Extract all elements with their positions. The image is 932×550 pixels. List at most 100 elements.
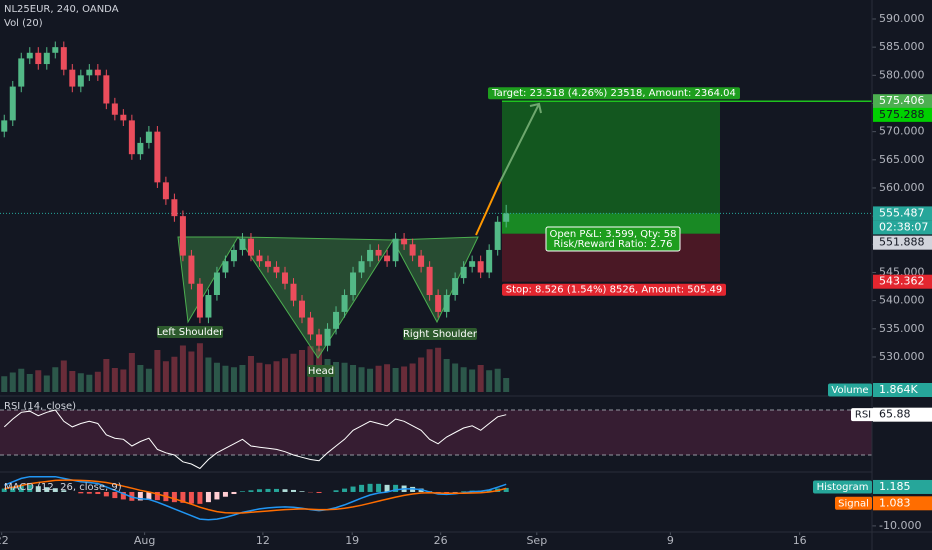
entry-price: 551.888 <box>879 236 925 249</box>
volume-bar <box>162 361 169 392</box>
histogram-bar <box>486 489 492 492</box>
histogram-bar <box>61 490 67 492</box>
volume-bar <box>222 365 229 392</box>
candle-body <box>239 238 246 250</box>
histogram-bar <box>239 491 245 492</box>
volume-bar <box>120 369 127 392</box>
candle-body <box>43 52 50 65</box>
volume-bar <box>435 347 442 392</box>
volume-bar <box>333 362 340 392</box>
candle-body <box>443 295 450 312</box>
histogram-bar <box>503 487 509 492</box>
candle-body <box>426 266 433 296</box>
volume-bar <box>418 357 425 392</box>
volume-bar <box>426 349 433 392</box>
volume-bar <box>401 366 408 392</box>
volume-bar <box>86 374 93 392</box>
histogram-bar <box>444 491 450 493</box>
x-tick-label: 9 <box>667 534 674 547</box>
candle-body <box>316 334 323 346</box>
price-line-label-box <box>873 107 932 122</box>
volume-bar <box>290 353 297 392</box>
y-tick-label: 585.000 <box>879 40 925 53</box>
pattern-label-box <box>403 328 477 340</box>
rsi-value-box <box>873 407 932 422</box>
volume-bar <box>69 371 76 392</box>
y-tick-label: -10.000 <box>879 519 921 532</box>
candle-body <box>375 249 382 256</box>
volume-bar <box>350 365 357 392</box>
volume-value: 1.864K <box>879 383 918 396</box>
volume-bar <box>460 367 467 392</box>
pattern-label-box <box>157 326 223 338</box>
candle-body <box>222 261 229 273</box>
mid-layer <box>1 41 510 521</box>
volume-bar <box>52 367 59 392</box>
volume-bar <box>35 370 42 392</box>
volume-bar <box>443 359 450 392</box>
candle-body <box>418 255 425 267</box>
candle-body <box>52 47 59 53</box>
candle-body <box>128 120 135 155</box>
candle-body <box>9 86 16 121</box>
histogram-bar <box>78 491 84 494</box>
volume-bar <box>392 368 399 392</box>
candle-body <box>486 249 493 273</box>
rsi-value: 65.88 <box>879 408 911 421</box>
target-arrow <box>499 103 540 183</box>
volume-bar <box>1 376 8 392</box>
volume-bar <box>281 358 288 392</box>
signal-line <box>4 479 507 514</box>
candle-body <box>86 69 93 76</box>
histogram-bar <box>299 491 305 492</box>
volume-bar <box>273 361 280 392</box>
x-tick-label: 19 <box>345 534 359 547</box>
x-tick-label: Sep <box>526 534 547 547</box>
histogram-bar <box>214 491 220 500</box>
countdown-box <box>873 220 932 235</box>
histogram-bar <box>273 488 279 492</box>
signal-name-box <box>835 496 872 510</box>
stop-label-box <box>502 283 726 296</box>
candle-body <box>469 261 476 267</box>
pattern-label: Right Shoulder <box>403 329 478 340</box>
histogram-bar <box>231 491 237 495</box>
symbol-title: NL25EUR, 240, OANDA <box>4 4 119 15</box>
histogram-bar <box>180 491 186 503</box>
histogram-bar <box>95 491 101 495</box>
candle-body <box>460 266 467 279</box>
histogram-name-box <box>813 480 872 494</box>
price-line-label: 575.288 <box>879 108 925 121</box>
volume-bar <box>26 374 33 392</box>
volume-bar <box>341 362 348 392</box>
rsi-band <box>0 410 872 456</box>
histogram-bar <box>222 491 228 497</box>
candle-body <box>384 255 391 262</box>
signal-name: Signal <box>838 498 869 509</box>
volume-bar <box>18 368 25 392</box>
volume-bar <box>103 359 110 392</box>
volume-name-box <box>828 383 872 397</box>
candle-body <box>299 300 306 318</box>
histogram-bar <box>1 488 7 492</box>
volume-value-box <box>873 383 932 397</box>
volume-bar <box>247 356 254 392</box>
candle-body <box>247 238 254 256</box>
pattern-label: Left Shoulder <box>157 327 224 338</box>
volume-bar <box>384 364 391 392</box>
rsi-name: RSI <box>855 410 871 421</box>
rsi-line <box>3 409 507 470</box>
candle-body <box>273 266 280 273</box>
y-tick-label: 565.000 <box>879 153 925 166</box>
candle-body <box>392 238 399 262</box>
volume-bar <box>264 364 271 392</box>
candle-body <box>179 216 186 256</box>
candle-body <box>120 114 127 121</box>
volume-bar <box>299 350 306 392</box>
target-price-box <box>873 94 932 109</box>
candle-body <box>162 182 169 200</box>
histogram-bar <box>120 491 126 500</box>
candle-body <box>205 295 212 318</box>
volume-bar <box>196 343 203 392</box>
